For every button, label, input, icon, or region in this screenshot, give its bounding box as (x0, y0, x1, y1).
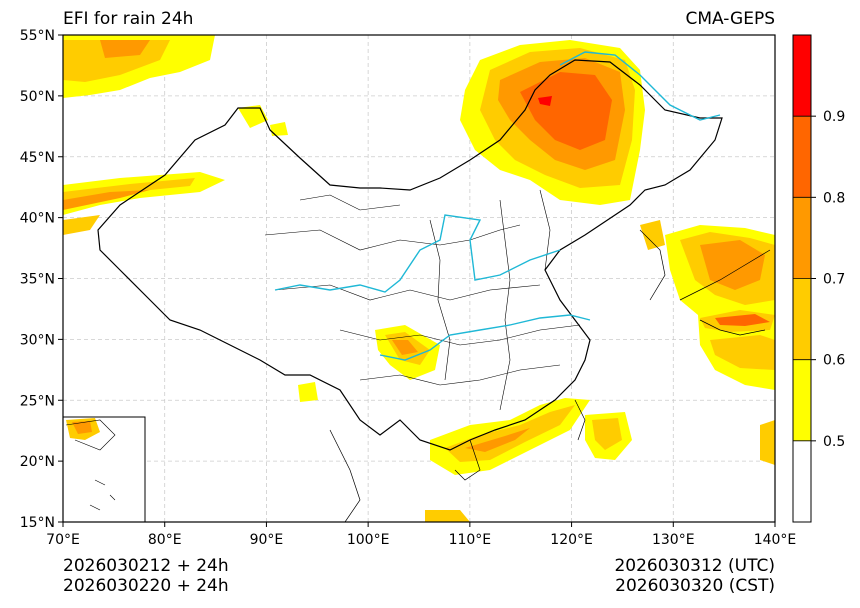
lat-tick-label: 40°N (20, 211, 55, 227)
longitude-axis: 70°E 80°E 90°E 100°E 110°E 120°E 130°E 140°E (46, 522, 796, 548)
rivers (274, 51, 721, 361)
colorbar-label: 0.8 (823, 190, 845, 206)
lat-tick-label: 35°N (20, 272, 55, 288)
valid-utc: 2026030312 (UTC) (614, 556, 775, 576)
lon-tick-label: 120°E (550, 532, 593, 548)
lon-tick-label: 70°E (46, 532, 80, 548)
colorbar-segment (793, 440, 811, 522)
colorbar-segment (793, 359, 811, 441)
colorbar-segment (793, 278, 811, 360)
lat-tick-label: 20°N (20, 454, 55, 470)
map-background (63, 35, 775, 522)
colorbar-segment (793, 197, 811, 279)
colorbar-segment (793, 116, 811, 198)
china-border (97, 59, 723, 451)
colorbar: 0.5 0.6 0.7 0.8 0.9 (792, 34, 845, 523)
colorbar-label: 0.5 (823, 434, 845, 450)
lat-tick-label: 25°N (20, 393, 55, 409)
colorbar-label: 0.9 (823, 109, 845, 125)
lon-tick-label: 130°E (652, 532, 695, 548)
lat-tick-label: 55°N (20, 28, 55, 44)
lon-tick-label: 90°E (250, 532, 284, 548)
model-name: CMA-GEPS (685, 9, 775, 29)
lon-tick-label: 140°E (754, 532, 797, 548)
colorbar-label: 0.7 (823, 272, 845, 288)
coastlines (329, 229, 771, 522)
lat-tick-label: 50°N (20, 89, 55, 105)
south-china-sea-inset (62, 416, 146, 523)
lat-tick-label: 30°N (20, 332, 55, 348)
valid-time-block: 2026030312 (UTC) 2026030320 (CST) (614, 556, 775, 596)
lon-tick-label: 110°E (449, 532, 492, 548)
lat-tick-label: 15°N (20, 515, 55, 531)
lat-tick-label: 45°N (20, 150, 55, 166)
province-lines (264, 189, 581, 411)
valid-cst: 2026030320 (CST) (615, 576, 775, 596)
lon-tick-label: 100°E (347, 532, 390, 548)
init-cst: 2026030220 + 24h (63, 576, 229, 596)
latitude-axis: 55°N 50°N 45°N 40°N 35°N 30°N 25°N 20°N 15°N (20, 28, 63, 531)
colorbar-segment (793, 35, 811, 117)
lon-tick-label: 80°E (148, 532, 182, 548)
init-time-block: 2026030212 + 24h 2026030220 + 24h (63, 556, 229, 596)
efi-shading (63, 35, 775, 522)
colorbar-label: 0.6 (823, 353, 845, 369)
map-title: EFI for rain 24h (63, 9, 194, 29)
init-utc: 2026030212 + 24h (63, 556, 229, 576)
